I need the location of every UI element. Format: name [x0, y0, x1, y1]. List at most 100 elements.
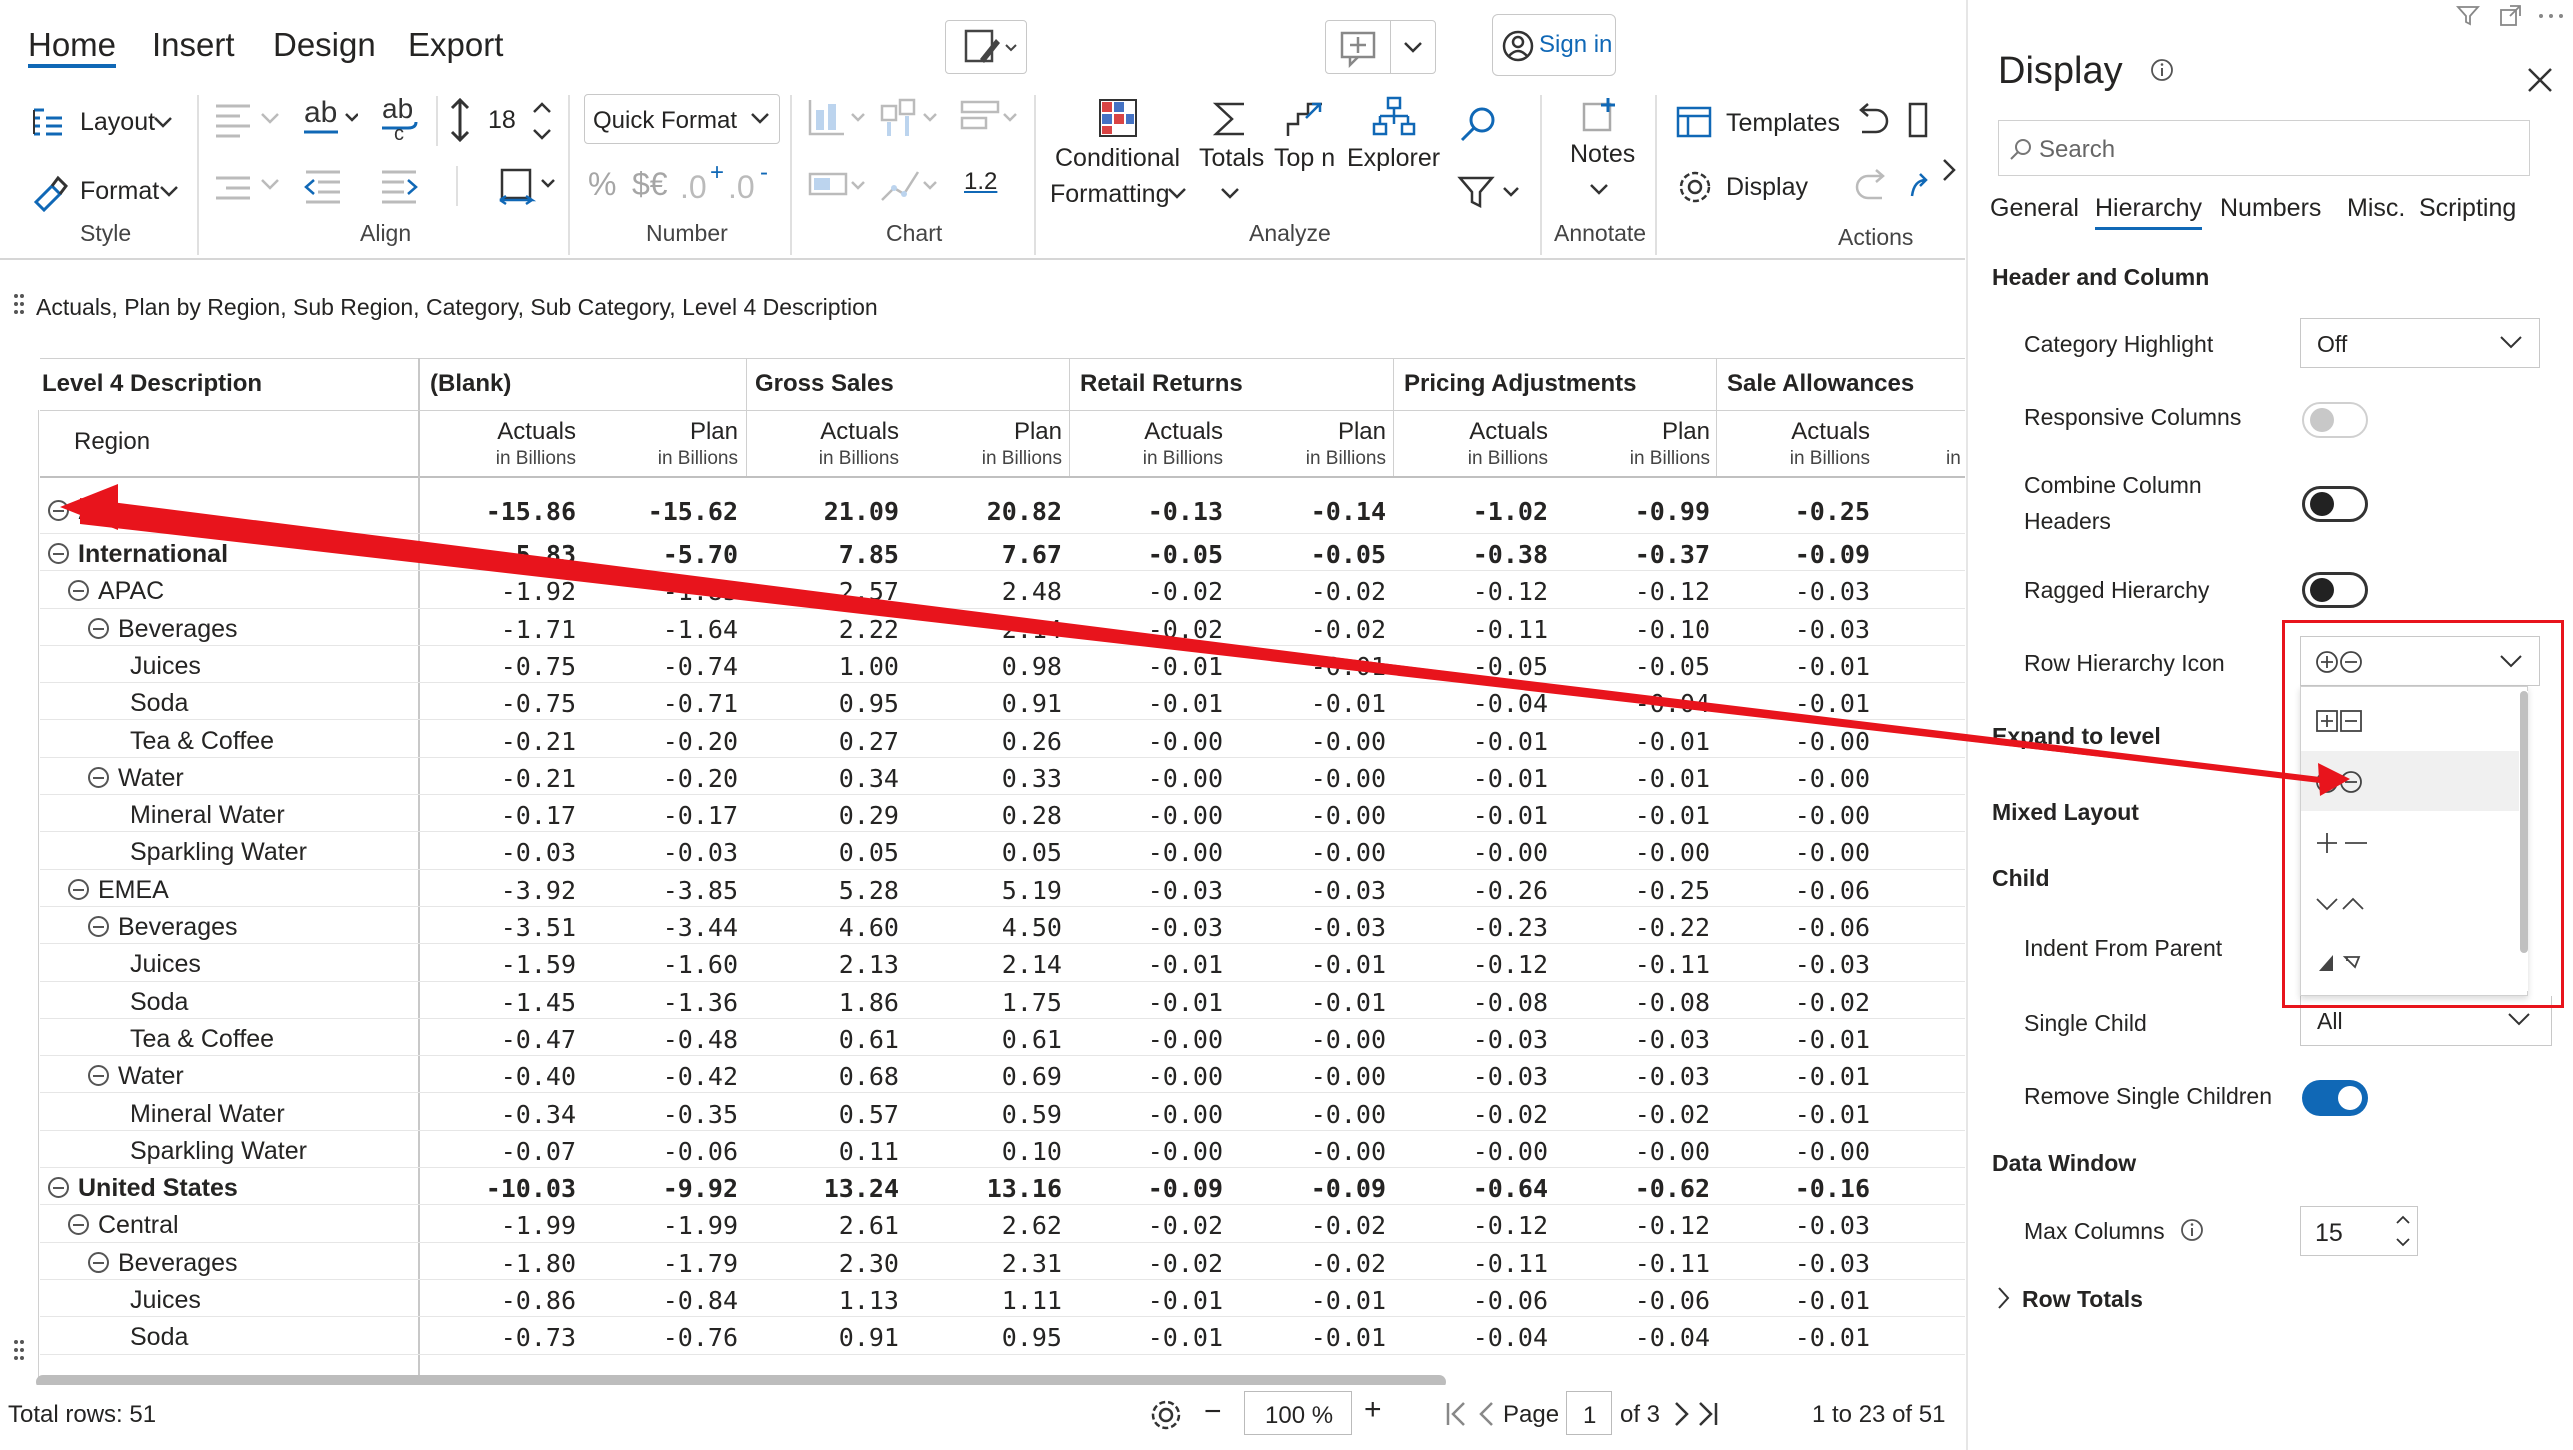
ragged-hierarchy-toggle[interactable] [2302, 572, 2368, 608]
zoom-in-button[interactable]: + [1364, 1393, 1382, 1426]
column-group-header[interactable]: (Blank) [430, 370, 512, 397]
edit-mode-button[interactable] [945, 20, 1027, 74]
table-row[interactable] [40, 534, 1965, 572]
tab-general[interactable]: General [1990, 194, 2079, 222]
table-row[interactable] [40, 646, 1965, 684]
column-group-header[interactable]: Gross Sales [755, 370, 894, 397]
collapse-icon[interactable] [88, 1251, 109, 1273]
more-options-icon[interactable] [2536, 4, 2566, 28]
table-row[interactable] [40, 484, 1965, 534]
responsive-columns-toggle[interactable] [2302, 402, 2368, 438]
table-row[interactable] [40, 571, 1965, 609]
top-n-button[interactable]: Top n [1274, 144, 1336, 172]
search-input[interactable]: Search [1998, 120, 2530, 176]
collapse-icon[interactable] [48, 543, 69, 564]
decimal-format-button[interactable]: 1.2 [964, 168, 998, 195]
font-size-stepper[interactable] [530, 96, 554, 146]
next-page-icon[interactable] [1672, 1401, 1692, 1427]
filter-icon[interactable] [2456, 4, 2480, 28]
collapse-icon[interactable] [68, 580, 89, 602]
table-row[interactable] [40, 795, 1965, 833]
decrease-indent-icon[interactable] [302, 166, 344, 206]
layout-button[interactable]: Layout [80, 108, 156, 136]
line-chart-icon[interactable] [878, 164, 944, 208]
category-highlight-dropdown[interactable]: Off [2300, 318, 2540, 368]
add-visual-dropdown[interactable] [1390, 20, 1436, 74]
text-wrap-icon[interactable]: ab [302, 96, 358, 140]
expand-icon[interactable] [2498, 4, 2522, 28]
table-row[interactable] [40, 1280, 1965, 1318]
single-child-dropdown[interactable]: All [2300, 996, 2552, 1046]
export-icon[interactable] [1908, 100, 1928, 140]
table-row[interactable] [40, 721, 1965, 758]
tab-scripting[interactable]: Scripting [2419, 194, 2517, 222]
first-page-icon[interactable] [1444, 1401, 1468, 1427]
increase-indent-icon[interactable] [378, 166, 420, 206]
column-group-header[interactable]: Retail Returns [1080, 370, 1243, 397]
filter-icon[interactable] [1456, 172, 1526, 212]
column-group-header[interactable]: Pricing Adjustments [1404, 370, 1637, 397]
collapse-icon[interactable] [88, 1065, 109, 1087]
redo-icon[interactable] [1852, 166, 1892, 206]
table-row[interactable] [40, 1056, 1965, 1094]
increase-decimal-icon[interactable]: .0 + [680, 158, 730, 208]
decrease-decimal-icon[interactable]: .0- [728, 158, 778, 208]
tab-home[interactable]: Home [28, 26, 117, 68]
waterfall-chart-icon[interactable] [958, 96, 1024, 140]
drag-handle-icon[interactable] [14, 292, 24, 320]
table-row[interactable] [40, 1094, 1965, 1131]
last-page-icon[interactable] [1696, 1401, 1720, 1427]
tab-design[interactable]: Design [273, 26, 376, 63]
chevron-right-icon[interactable] [1996, 1285, 2012, 1311]
undo-icon[interactable] [1852, 100, 1892, 140]
column-width-icon[interactable] [496, 164, 562, 208]
table-row[interactable] [40, 1243, 1965, 1280]
collapse-icon[interactable] [48, 500, 69, 521]
table-row[interactable] [40, 758, 1965, 796]
collapse-icon[interactable] [88, 617, 109, 639]
gear-icon[interactable] [1148, 1397, 1184, 1433]
tab-hierarchy[interactable]: Hierarchy [2095, 194, 2202, 230]
align-left-icon[interactable] [212, 100, 292, 140]
previous-page-icon[interactable] [1476, 1401, 1496, 1427]
table-row[interactable] [40, 1317, 1965, 1355]
bar-chart-icon[interactable] [806, 96, 872, 140]
tab-numbers[interactable]: Numbers [2220, 194, 2322, 222]
table-row[interactable] [40, 944, 1965, 982]
remove-single-children-toggle[interactable] [2302, 1080, 2368, 1116]
tab-misc[interactable]: Misc. [2347, 194, 2406, 222]
sign-in-button[interactable]: Sign in [1492, 14, 1616, 76]
align-right-icon[interactable] [212, 168, 292, 204]
table-row[interactable] [40, 1131, 1965, 1169]
quick-format-dropdown[interactable]: Quick Format [584, 94, 780, 144]
menu-scrollbar-thumb[interactable] [2520, 691, 2528, 953]
font-size-value[interactable]: 18 [488, 106, 516, 134]
table-row[interactable] [40, 907, 1965, 945]
explorer-button[interactable]: Explorer [1347, 144, 1441, 172]
display-button[interactable]: Display [1726, 173, 1808, 201]
tab-insert[interactable]: Insert [152, 26, 235, 63]
number-stepper-icon[interactable] [2393, 1209, 2413, 1253]
column-chart-icon[interactable] [806, 164, 872, 208]
row-hierarchy-icon-dropdown[interactable] [2300, 636, 2540, 686]
table-row[interactable] [40, 1168, 1965, 1206]
variance-chart-icon[interactable] [878, 96, 944, 140]
close-icon[interactable] [2526, 66, 2554, 94]
table-row[interactable] [40, 609, 1965, 646]
table-row[interactable] [40, 832, 1965, 870]
add-visual-button[interactable] [1325, 20, 1391, 74]
text-clip-icon[interactable]: abc [378, 96, 428, 140]
table-row[interactable] [40, 1205, 1965, 1243]
table-row[interactable] [40, 870, 1965, 907]
icon-option-triangles[interactable] [2301, 933, 2519, 991]
totals-button[interactable]: Totals [1199, 144, 1265, 172]
notes-button[interactable]: Notes [1570, 140, 1636, 168]
collapse-icon[interactable] [88, 916, 109, 937]
table-row[interactable] [40, 1019, 1965, 1057]
column-group-header[interactable]: Sale Allowances [1727, 370, 1915, 397]
drag-handle-icon[interactable] [14, 1338, 24, 1362]
page-input[interactable]: 1 [1566, 1391, 1612, 1435]
tab-export[interactable]: Export [408, 26, 504, 63]
currency-format-button[interactable]: $€ [632, 166, 668, 202]
icon-option-chevrons[interactable] [2301, 873, 2519, 931]
